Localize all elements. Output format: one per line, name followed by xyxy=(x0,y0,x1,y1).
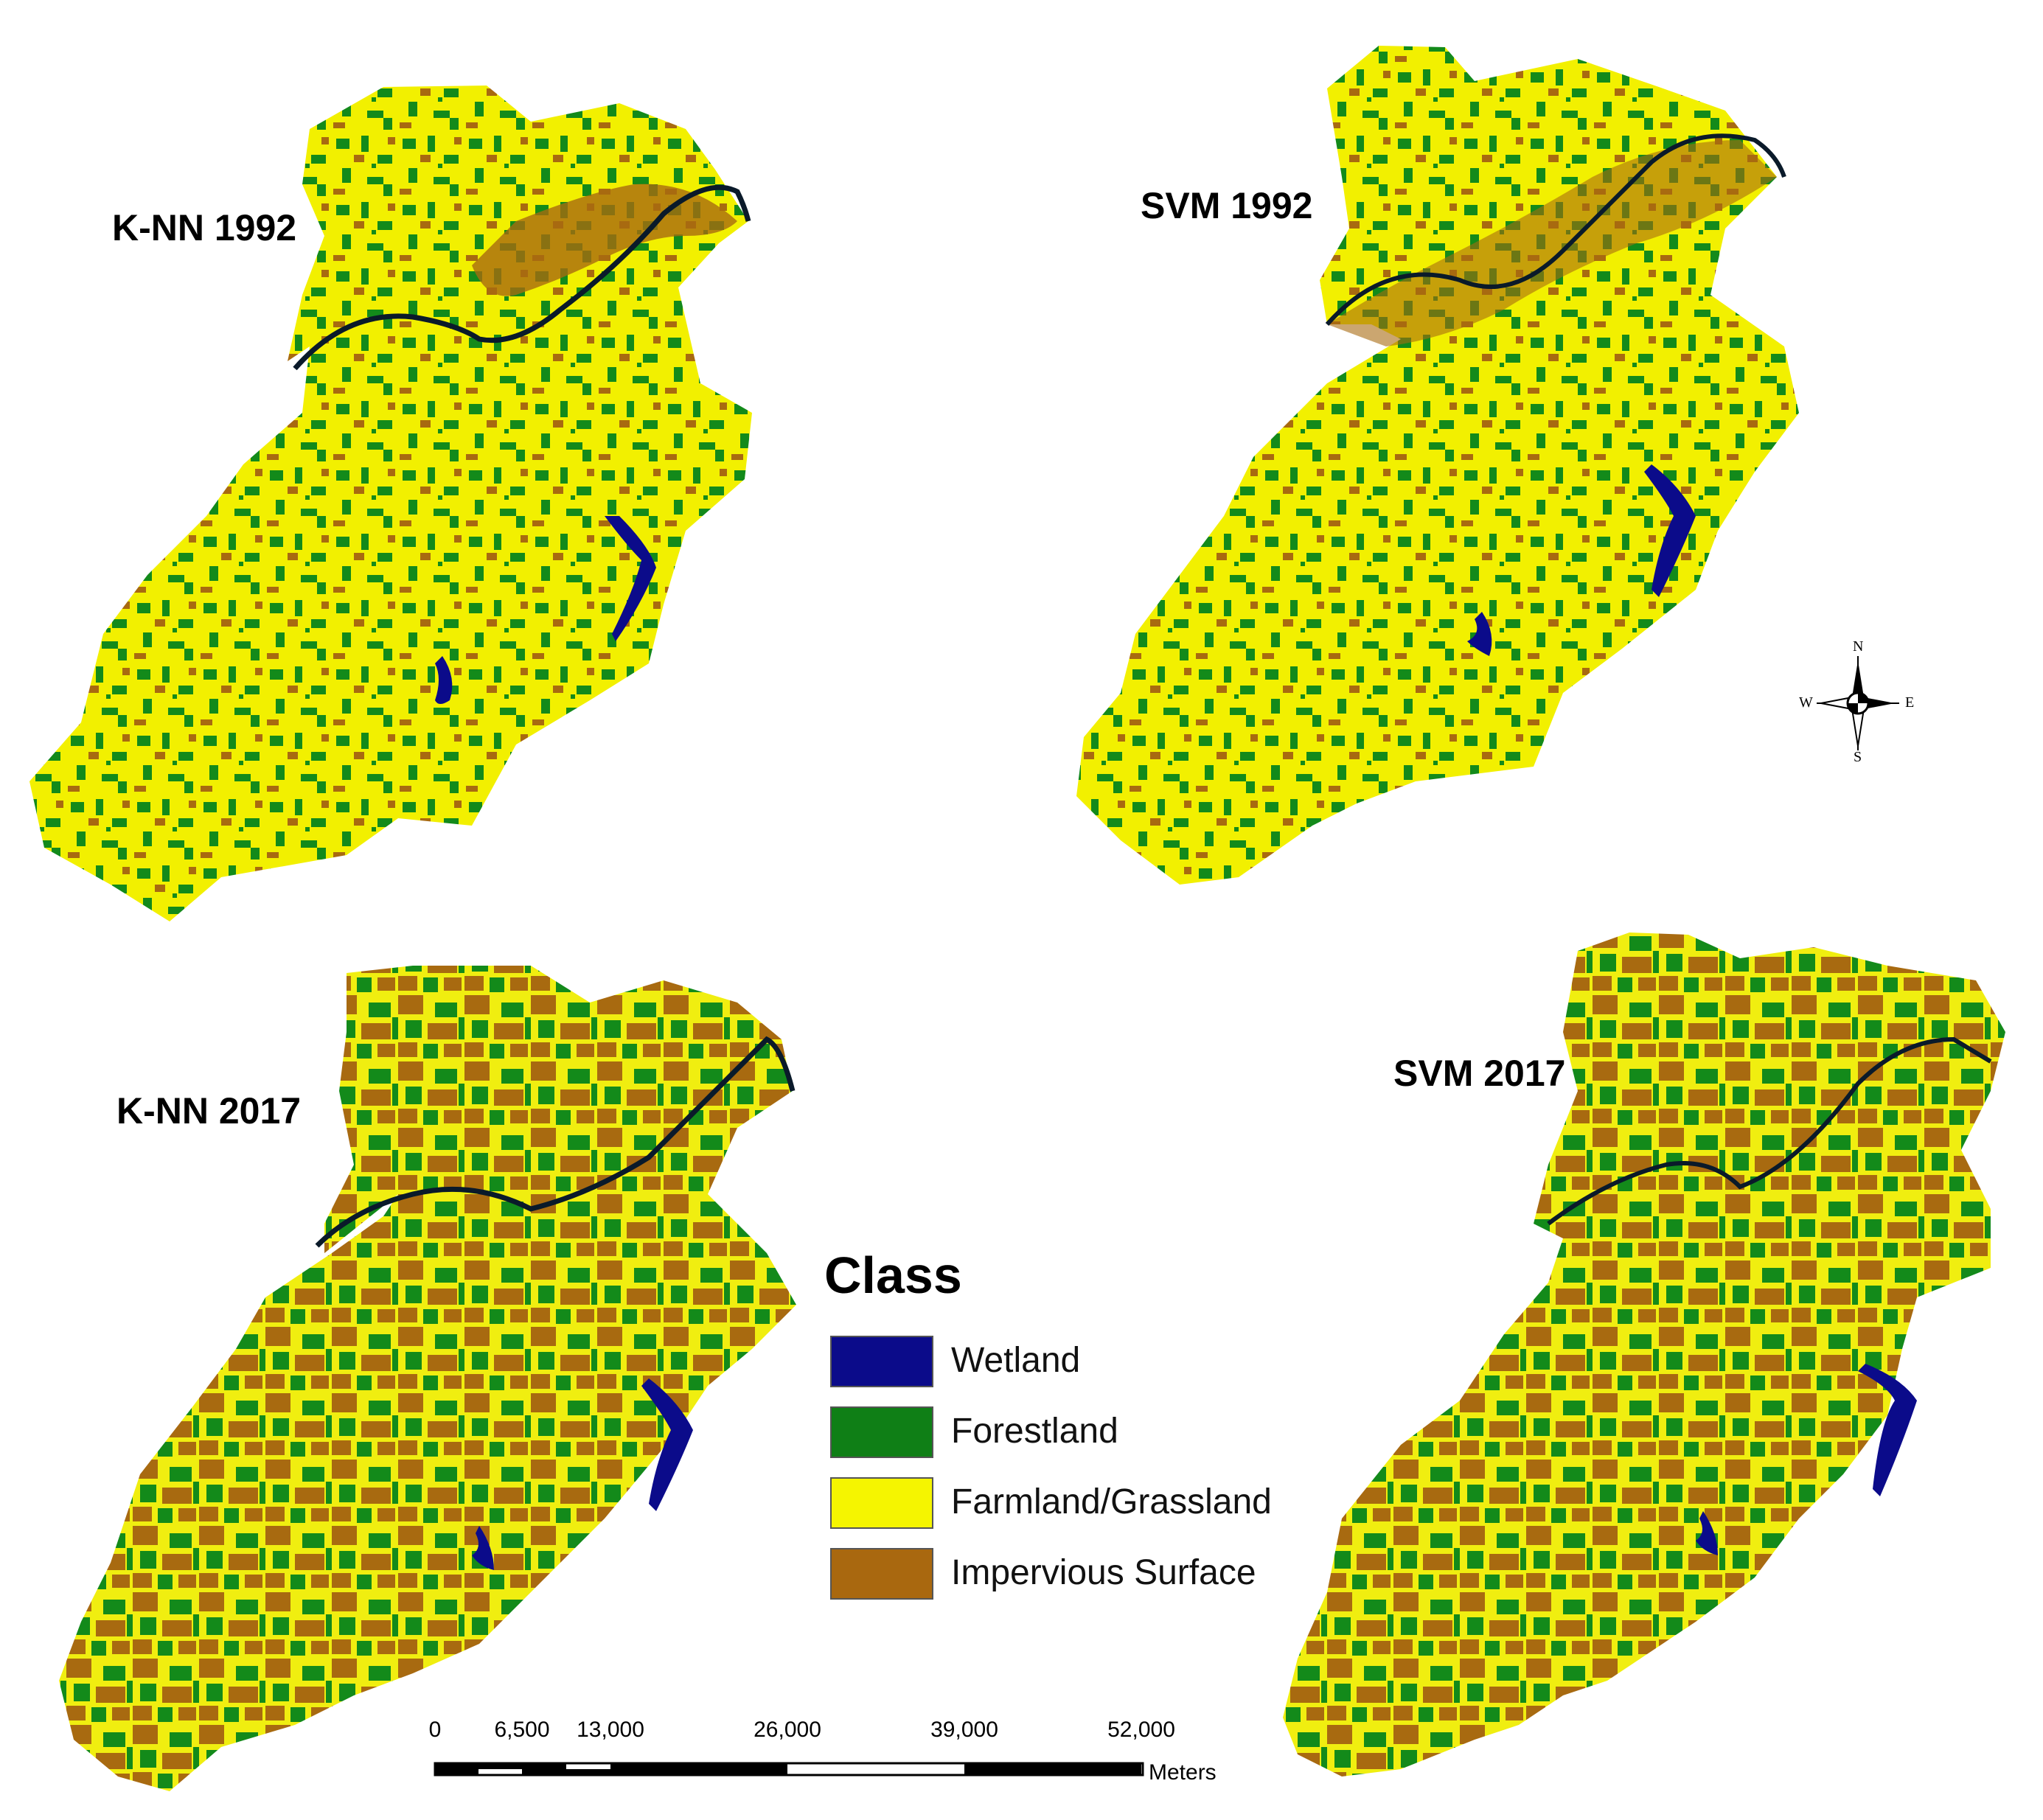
north-arrow-icon: N S W E xyxy=(1799,638,1917,768)
compass-west-label: W xyxy=(1799,694,1813,711)
scale-tick-label: 52,000 xyxy=(1107,1718,1175,1742)
legend-swatch xyxy=(830,1406,933,1458)
legend-label: Impervious Surface xyxy=(951,1553,1256,1592)
map-svm-1992 xyxy=(1076,46,1799,885)
map-svm-2017 xyxy=(1283,932,2005,1777)
compass-north-label: N xyxy=(1853,638,1864,655)
scale-tick-label: 13,000 xyxy=(577,1718,644,1742)
legend-label: Farmland/Grassland xyxy=(951,1482,1272,1521)
compass-rose-icon xyxy=(1817,656,1899,750)
legend-item-wetland: Wetland xyxy=(824,1336,1326,1395)
map-knn-2017 xyxy=(59,966,796,1791)
panel-title-svm-2017: SVM 2017 xyxy=(1393,1053,1566,1094)
panel-title-knn-2017: K-NN 2017 xyxy=(116,1090,302,1132)
legend-label: Forestland xyxy=(951,1412,1118,1451)
compass-south-label: S xyxy=(1854,749,1862,765)
scale-bar: 0 6,500 13,000 26,000 39,000 52,000 Mete… xyxy=(413,1718,1253,1806)
scale-tick-label: 26,000 xyxy=(753,1718,821,1742)
compass-east-label: E xyxy=(1905,694,1915,711)
legend-title: Class xyxy=(824,1247,962,1304)
map-knn-1992 xyxy=(29,86,752,921)
legend-item-impervious-surface: Impervious Surface xyxy=(824,1548,1326,1607)
scale-tick-label: 0 xyxy=(428,1718,442,1742)
legend-swatch xyxy=(830,1477,933,1529)
legend: Class Wetland Forestland Farmland/Grassl… xyxy=(824,1246,1326,1614)
scale-bar-graphic xyxy=(434,1762,1144,1777)
scale-tick-label: 6,500 xyxy=(494,1718,550,1742)
legend-swatch xyxy=(830,1548,933,1600)
legend-swatch xyxy=(830,1336,933,1387)
scale-tick-label: 39,000 xyxy=(930,1718,998,1742)
legend-label: Wetland xyxy=(951,1341,1081,1380)
panel-title-svm-1992: SVM 1992 xyxy=(1141,185,1313,226)
legend-item-forestland: Forestland xyxy=(824,1406,1326,1465)
legend-item-farmland-grassland: Farmland/Grassland xyxy=(824,1477,1326,1536)
panel-title-knn-1992: K-NN 1992 xyxy=(112,207,297,248)
scale-units-label: Meters xyxy=(1149,1760,1217,1785)
